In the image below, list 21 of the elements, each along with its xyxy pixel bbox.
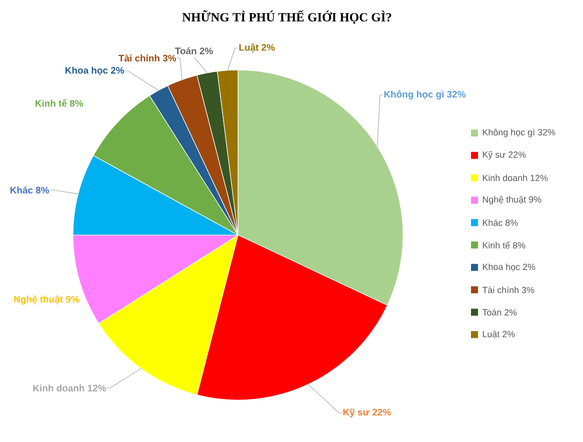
legend-label: Nghệ thuật 9%	[482, 196, 542, 204]
legend-label: Kỹ sư 22%	[482, 151, 526, 160]
legend-label: Kinh doanh 12%	[482, 174, 548, 182]
legend-label: Luật 2%	[482, 330, 515, 339]
legend-label: Toán 2%	[482, 308, 517, 316]
legend-label: Khác 8%	[482, 219, 518, 226]
legend-label: Không học gì 32%	[482, 128, 556, 138]
slice-label: Kỹ sư 22%	[343, 408, 391, 418]
slice-label: Khoa học 2%	[66, 66, 124, 76]
slice-label: Không học gì 32%	[384, 90, 466, 100]
slice-label: Luật 2%	[239, 44, 275, 52]
slice-label: Toán 2%	[175, 47, 213, 54]
legend-label: Tài chính 3%	[482, 286, 534, 294]
category-label: Kinh tế 8%	[36, 99, 84, 107]
legend-label: Kinh tế 8%	[482, 242, 526, 248]
slice-label: Tài chính 3%	[118, 54, 176, 62]
chart-title: NHỮNG TỈ PHÚ THẾ GIỚI HỌC GÌ?	[182, 10, 392, 24]
slice-label: Kinh doanh 12%	[33, 384, 106, 392]
slice-label: Nghệ thuật 9%	[14, 295, 80, 305]
legend-label: Khoa học 2%	[482, 263, 536, 272]
slice-label: Khác 8%	[10, 186, 50, 194]
